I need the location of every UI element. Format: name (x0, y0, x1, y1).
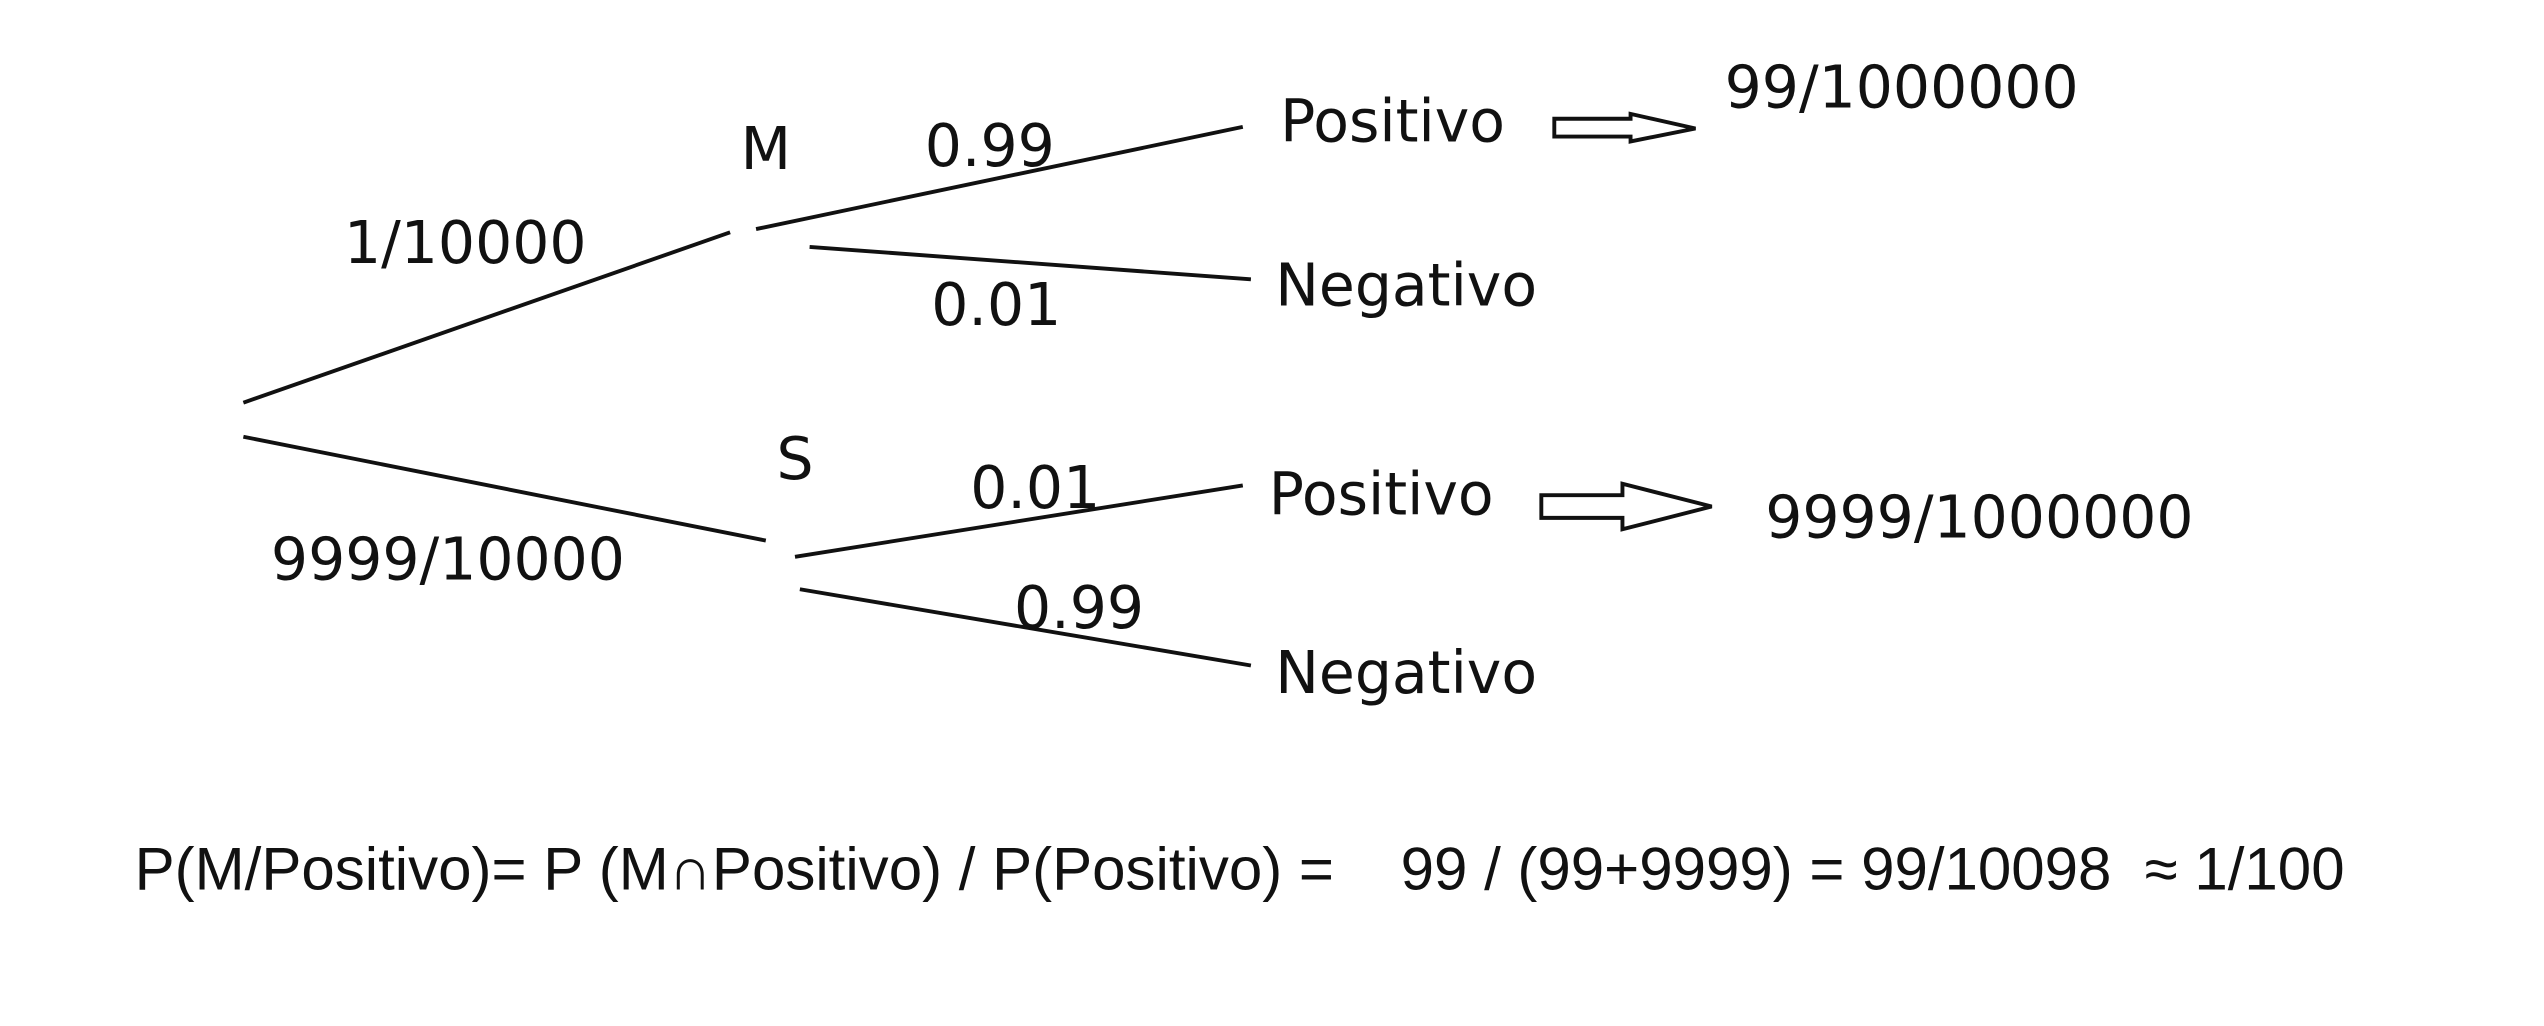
outcome-label: Negativo (1275, 639, 1537, 707)
edge-label: 9999/10000 (271, 526, 625, 594)
branch (809, 244, 1252, 282)
outcome-result: 99/1000000 (1725, 53, 2079, 121)
outcome-label: Negativo (1275, 251, 1537, 319)
arrow (1552, 111, 1696, 144)
edge-label: 1/10000 (344, 209, 587, 277)
edge-label: 0.99 (1014, 574, 1144, 642)
branch (242, 230, 731, 405)
outcome-result: 9999/1000000 (1765, 483, 2193, 551)
edge-label: 0.99 (925, 112, 1055, 180)
branch (242, 434, 767, 543)
edge-label: 0.01 (931, 271, 1061, 339)
branch (794, 483, 1244, 559)
formula: P(M/Positivo)= P (M∩Positivo) / P(Positi… (135, 835, 2345, 902)
arrow (1539, 481, 1713, 532)
outcome-label: Positivo (1280, 87, 1505, 155)
edge-label: 0.01 (970, 454, 1100, 522)
branch (799, 587, 1252, 668)
outcome-label: Positivo (1269, 461, 1494, 529)
node-label: S (776, 425, 813, 493)
node-label: M (741, 115, 791, 183)
branch (755, 124, 1244, 231)
